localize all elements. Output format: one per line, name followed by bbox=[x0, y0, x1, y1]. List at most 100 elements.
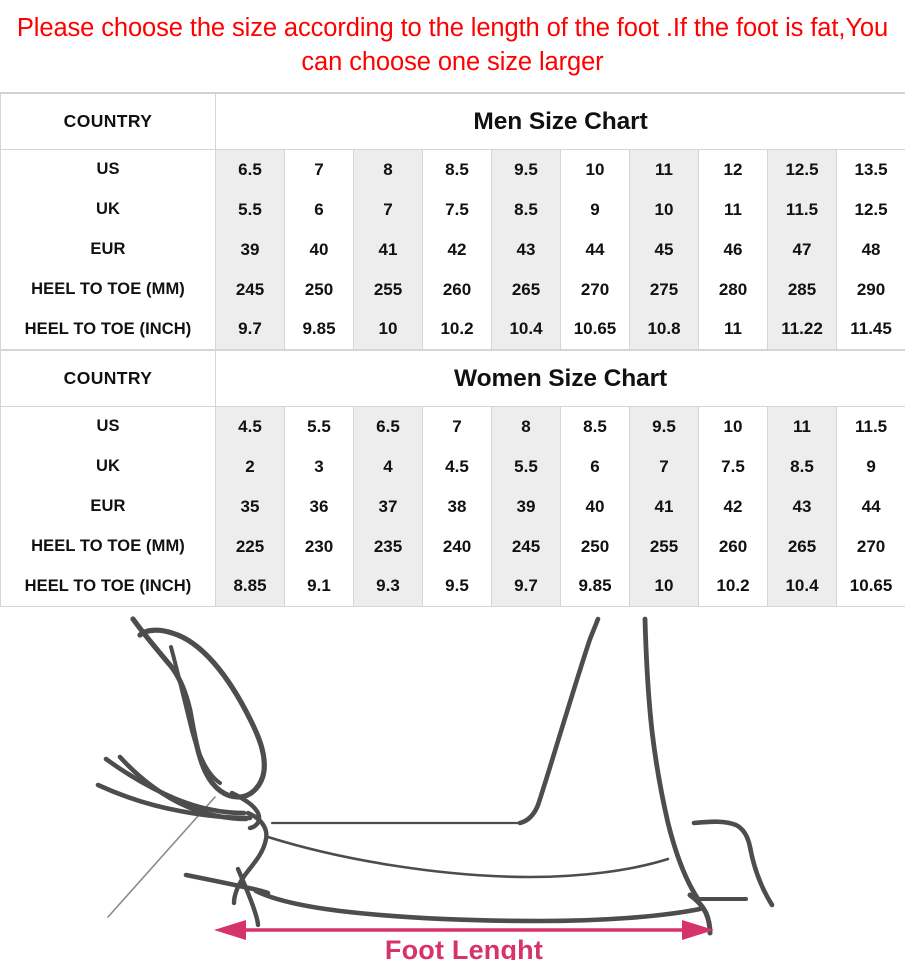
women-eur-7: 42 bbox=[698, 486, 768, 527]
women-row-label-mm: HEEL TO TOE (MM) bbox=[0, 526, 216, 567]
men-inch-3: 10.2 bbox=[422, 309, 492, 350]
women-eur-6: 41 bbox=[629, 486, 699, 527]
heel-achilles-mark bbox=[687, 892, 713, 936]
women-eur-3: 38 bbox=[422, 486, 492, 527]
women-inch-1: 9.1 bbox=[284, 566, 354, 607]
women-us-9: 11.5 bbox=[835, 406, 905, 447]
women-chart-header-row: COUNTRY Women Size Chart bbox=[0, 350, 905, 407]
table-row: HEEL TO TOE (INCH) 9.7 9.85 10 10.2 10.4… bbox=[0, 309, 905, 350]
foot-length-arrow-left-head bbox=[214, 920, 246, 940]
men-us-9: 13.5 bbox=[835, 149, 905, 190]
women-country-header: COUNTRY bbox=[0, 350, 216, 407]
men-mm-3: 260 bbox=[422, 269, 492, 310]
women-mm-0: 225 bbox=[215, 526, 285, 567]
men-us-1: 7 bbox=[284, 149, 354, 190]
women-mm-7: 260 bbox=[698, 526, 768, 567]
big-toe-outline bbox=[130, 616, 267, 800]
men-mm-6: 275 bbox=[629, 269, 699, 310]
women-us-2: 6.5 bbox=[353, 406, 423, 447]
toe-underside bbox=[183, 872, 271, 896]
women-eur-8: 43 bbox=[767, 486, 837, 527]
men-mm-2: 255 bbox=[353, 269, 423, 310]
men-inch-1: 9.85 bbox=[284, 309, 354, 350]
sole-outline bbox=[253, 888, 703, 924]
men-row-label-us: US bbox=[0, 149, 216, 190]
size-notice-text: Please choose the size according to the … bbox=[16, 14, 889, 76]
women-inch-7: 10.2 bbox=[698, 566, 768, 607]
men-eur-8: 47 bbox=[767, 229, 837, 270]
women-inch-4: 9.7 bbox=[491, 566, 561, 607]
women-mm-5: 250 bbox=[560, 526, 630, 567]
women-eur-1: 36 bbox=[284, 486, 354, 527]
men-mm-9: 290 bbox=[835, 269, 905, 310]
men-country-header: COUNTRY bbox=[0, 93, 216, 150]
men-eur-5: 44 bbox=[560, 229, 630, 270]
women-mm-8: 265 bbox=[767, 526, 837, 567]
men-row-label-uk: UK bbox=[0, 189, 216, 230]
women-us-5: 8.5 bbox=[560, 406, 630, 447]
women-us-4: 8 bbox=[491, 406, 561, 447]
table-row: EUR 35 36 37 38 39 40 41 42 43 44 bbox=[0, 486, 905, 527]
men-us-7: 12 bbox=[698, 149, 768, 190]
men-eur-4: 43 bbox=[491, 229, 561, 270]
men-eur-1: 40 bbox=[284, 229, 354, 270]
women-mm-3: 240 bbox=[422, 526, 492, 567]
women-row-label-uk: UK bbox=[0, 446, 216, 487]
women-inch-9: 10.65 bbox=[835, 566, 905, 607]
toe-pad-fold bbox=[235, 866, 261, 928]
women-eur-4: 39 bbox=[491, 486, 561, 527]
men-mm-0: 245 bbox=[215, 269, 285, 310]
women-row-label-inch: HEEL TO TOE (INCH) bbox=[0, 566, 216, 607]
men-inch-8: 11.22 bbox=[767, 309, 837, 350]
men-mm-4: 265 bbox=[491, 269, 561, 310]
background-guide-line bbox=[107, 796, 216, 918]
men-row-label-inch: HEEL TO TOE (INCH) bbox=[0, 309, 216, 350]
men-uk-9: 12.5 bbox=[835, 189, 905, 230]
men-mm-1: 250 bbox=[284, 269, 354, 310]
size-notice-banner: Please choose the size according to the … bbox=[0, 0, 905, 93]
foot-measurement-diagram: Foot Lenght bbox=[0, 607, 905, 960]
foot-length-arrow-right-head bbox=[682, 920, 714, 940]
women-us-7: 10 bbox=[698, 406, 768, 447]
men-eur-9: 48 bbox=[835, 229, 905, 270]
women-uk-2: 4 bbox=[353, 446, 423, 487]
women-uk-4: 5.5 bbox=[491, 446, 561, 487]
table-row: UK 5.5 6 7 7.5 8.5 9 10 11 11.5 12.5 bbox=[0, 189, 905, 230]
men-us-4: 9.5 bbox=[491, 149, 561, 190]
men-inch-7: 11 bbox=[698, 309, 768, 350]
table-row: HEEL TO TOE (MM) 245 250 255 260 265 270… bbox=[0, 269, 905, 310]
women-us-3: 7 bbox=[422, 406, 492, 447]
women-size-chart-table: COUNTRY Women Size Chart US 4.5 5.5 6.5 … bbox=[0, 350, 905, 607]
women-inch-3: 9.5 bbox=[422, 566, 492, 607]
women-inch-5: 9.85 bbox=[560, 566, 630, 607]
men-eur-6: 45 bbox=[629, 229, 699, 270]
toe-nail-line bbox=[229, 790, 262, 831]
men-row-label-mm: HEEL TO TOE (MM) bbox=[0, 269, 216, 310]
men-uk-2: 7 bbox=[353, 189, 423, 230]
table-row: HEEL TO TOE (INCH) 8.85 9.1 9.3 9.5 9.7 … bbox=[0, 566, 905, 607]
men-us-2: 8 bbox=[353, 149, 423, 190]
table-row: UK 2 3 4 4.5 5.5 6 7 7.5 8.5 9 bbox=[0, 446, 905, 487]
women-inch-8: 10.4 bbox=[767, 566, 837, 607]
women-mm-2: 235 bbox=[353, 526, 423, 567]
arch-sweep bbox=[266, 835, 670, 879]
men-inch-5: 10.65 bbox=[560, 309, 630, 350]
men-size-chart-table: COUNTRY Men Size Chart US 6.5 7 8 8.5 9.… bbox=[0, 93, 905, 350]
men-us-5: 10 bbox=[560, 149, 630, 190]
men-uk-0: 5.5 bbox=[215, 189, 285, 230]
women-mm-1: 230 bbox=[284, 526, 354, 567]
women-us-8: 11 bbox=[767, 406, 837, 447]
women-eur-9: 44 bbox=[835, 486, 905, 527]
men-uk-8: 11.5 bbox=[767, 189, 837, 230]
men-uk-4: 8.5 bbox=[491, 189, 561, 230]
women-uk-1: 3 bbox=[284, 446, 354, 487]
women-uk-8: 8.5 bbox=[767, 446, 837, 487]
men-eur-2: 41 bbox=[353, 229, 423, 270]
men-uk-7: 11 bbox=[698, 189, 768, 230]
men-eur-0: 39 bbox=[215, 229, 285, 270]
men-mm-7: 280 bbox=[698, 269, 768, 310]
table-row: US 4.5 5.5 6.5 7 8 8.5 9.5 10 11 11.5 bbox=[0, 406, 905, 447]
table-row: HEEL TO TOE (MM) 225 230 235 240 245 250… bbox=[0, 526, 905, 567]
heel-back-contour bbox=[691, 819, 775, 908]
women-mm-6: 255 bbox=[629, 526, 699, 567]
